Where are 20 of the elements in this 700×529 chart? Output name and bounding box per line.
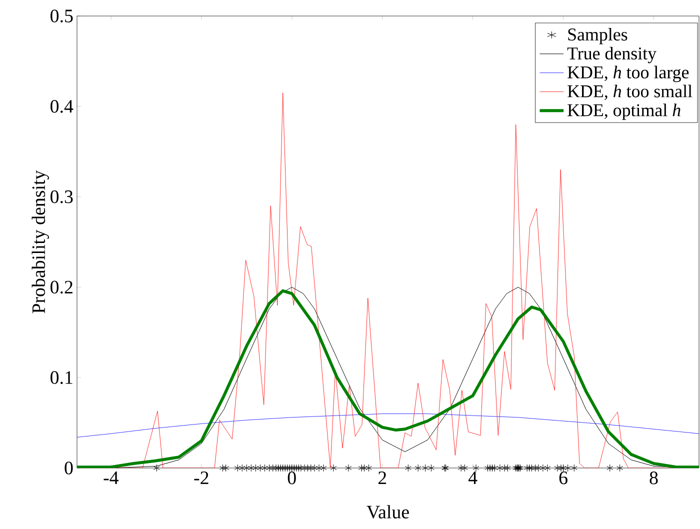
y-tick-label: 0.4 [50, 100, 74, 113]
y-axis-title: Probability density [32, 170, 49, 314]
y-tick-label: 0 [64, 462, 73, 474]
legend-label: KDE, h too small [568, 84, 692, 100]
y-tick-label: 0.3 [50, 190, 73, 204]
legend-label: Samples [568, 28, 628, 44]
x-tick-label: 0 [288, 472, 296, 484]
y-tick-label: 0.5 [50, 10, 73, 22]
legend-label: KDE, h too large [568, 66, 689, 82]
legend-label: True density [567, 46, 656, 64]
x-tick-label: 8 [650, 472, 658, 484]
y-tick-label: 0.2 [50, 280, 72, 294]
x-tick-label: 6 [559, 472, 568, 484]
x-tick-label: 4 [468, 472, 478, 484]
x-tick-label: -4 [104, 472, 119, 484]
y-tick-label: 0.1 [50, 371, 72, 384]
x-axis-title: Value [366, 505, 409, 519]
x-tick-label: 2 [378, 472, 386, 484]
x-tick-label: -2 [194, 472, 208, 484]
legend-label: KDE, optimal h [568, 104, 680, 120]
